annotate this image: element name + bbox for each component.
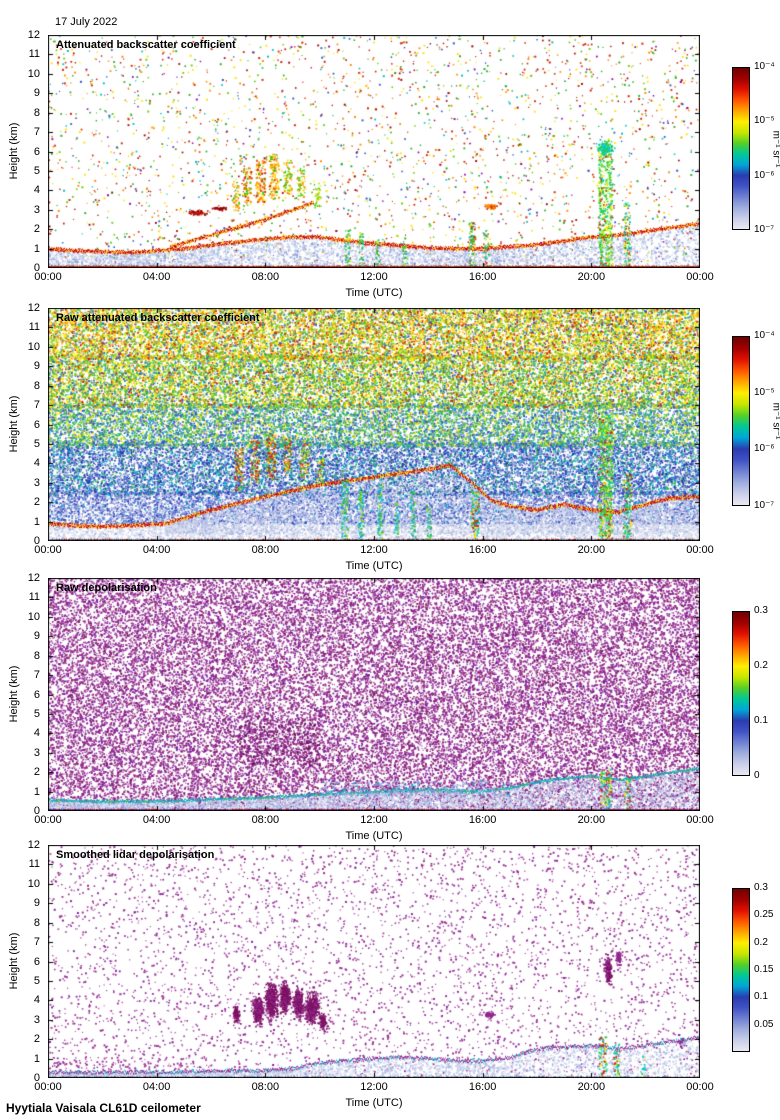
- y-tick-labels: 0 1 2 3 4 5 6 7 8 9 10 11 12: [27, 839, 40, 1084]
- y-tick-labels: 0 1 2 3 4 5 6 7 8 9 10 11 12: [27, 572, 40, 817]
- panel-title: Raw attenuated backscatter coefficient: [56, 312, 260, 324]
- panel-attenuated-backscatter: Attenuated backscatter coefficient Heigh…: [0, 29, 780, 307]
- x-axis-label: Time (UTC): [345, 830, 403, 842]
- colorbar-tick-labels: 0.3 0.25 0.2 0.15 0.1 0.05: [754, 882, 774, 1030]
- x-axis-label: Time (UTC): [345, 560, 403, 572]
- colorbar-unit-label: m⁻¹ sr⁻¹: [770, 130, 780, 167]
- x-tick-labels: 00:00 04:00 08:00 12:00 16:00 20:00 00:00: [34, 1081, 714, 1093]
- instrument-footer-label: Hyytiala Vaisala CL61D ceilometer: [6, 1101, 201, 1115]
- x-tick-labels: 00:00 04:00 08:00 12:00 16:00 20:00 00:00: [34, 271, 714, 283]
- x-tick-labels: 00:00 04:00 08:00 12:00 16:00 20:00 00:00: [34, 544, 714, 556]
- y-tick-labels: 0 1 2 3 4 5 6 7 8 9 10 11 12: [27, 29, 40, 274]
- x-axis-label: Time (UTC): [345, 287, 403, 299]
- colorbar-raw-depolarisation: 0.3 0.2 0.1 0: [732, 605, 780, 781]
- colorbar-unit-label: m⁻¹ sr⁻¹: [770, 402, 780, 440]
- panel-title: Attenuated backscatter coefficient: [56, 39, 236, 51]
- panel-title: Smoothed lidar depolarisation: [56, 849, 215, 861]
- colorbar-smoothed-depolarisation: 0.3 0.25 0.2 0.15 0.1 0.05: [732, 882, 780, 1052]
- heatmap-attenuated-backscatter: [48, 35, 700, 268]
- heatmap-raw-depolarisation: [48, 578, 700, 811]
- x-axis-label: Time (UTC): [345, 1097, 403, 1109]
- colorbar-backscatter: 10⁻⁴ 10⁻⁵ 10⁻⁶ 10⁻⁷ m⁻¹ sr⁻¹: [732, 61, 780, 235]
- panel-title: Raw depolarisation: [56, 582, 157, 594]
- date-label: 17 July 2022: [55, 16, 118, 28]
- colorbar-gradient: [732, 611, 750, 776]
- heatmap-raw-attenuated-backscatter: [48, 308, 700, 541]
- colorbar-tick-labels: 0.3 0.2 0.1 0: [754, 605, 768, 781]
- colorbar-gradient: [732, 67, 750, 230]
- colorbar-tick-labels: 10⁻⁴ 10⁻⁵ 10⁻⁶ 10⁻⁷: [754, 61, 775, 235]
- colorbar-gradient: [732, 888, 750, 1052]
- panel-raw-attenuated-backscatter: Raw attenuated backscatter coefficient H…: [0, 302, 780, 580]
- colorbar-gradient: [732, 336, 750, 506]
- colorbar-tick-labels: 10⁻⁴ 10⁻⁵ 10⁻⁶ 10⁻⁷: [754, 330, 775, 511]
- heatmap-smoothed-depolarisation: [48, 845, 700, 1078]
- x-tick-labels: 00:00 04:00 08:00 12:00 16:00 20:00 00:00: [34, 814, 714, 826]
- panel-smoothed-depolarisation: Smoothed lidar depolarisation Height (km…: [0, 839, 780, 1117]
- colorbar-raw-backscatter: 10⁻⁴ 10⁻⁵ 10⁻⁶ 10⁻⁷ m⁻¹ sr⁻¹: [732, 330, 780, 511]
- y-tick-labels: 0 1 2 3 4 5 6 7 8 9 10 11 12: [27, 302, 40, 547]
